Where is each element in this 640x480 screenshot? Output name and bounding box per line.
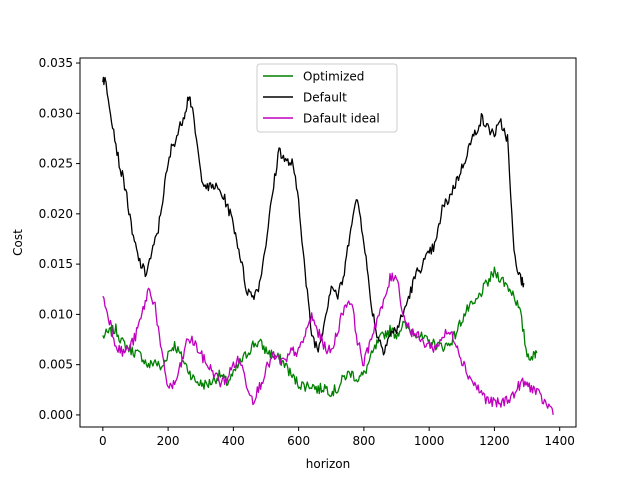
y-tick-label: 0.030 [39,106,73,120]
legend-label-optimized: Optimized [303,70,364,84]
x-tick-label: 200 [157,434,180,448]
y-tick-label: 0.010 [39,307,73,321]
series-line-dafault-ideal [102,272,554,416]
x-tick-label: 800 [352,434,375,448]
legend-label-default: Default [303,91,347,105]
y-tick-label: 0.005 [39,358,73,372]
y-tick-label: 0.035 [39,56,73,70]
legend-box [256,63,398,133]
x-axis: 0 200 400 600 800 1000 1200 1400 [99,427,575,448]
x-tick-label: 1400 [544,434,575,448]
legend-label-default-ideal: Dafault ideal [303,112,380,126]
y-tick-label: 0.025 [39,157,73,171]
plot-frame [79,57,577,428]
y-tick-label: 0.015 [39,257,73,271]
x-tick-label: 1200 [479,434,510,448]
x-tick-label: 600 [287,434,310,448]
y-tick-label: 0.000 [39,408,73,422]
x-tick-label: 1000 [414,434,445,448]
series-line-optimized [102,266,538,398]
series-layer [102,76,554,416]
x-tick-label: 400 [222,434,245,448]
x-axis-title: horizon [306,457,350,471]
legend: Optimized Default Dafault ideal [256,63,398,133]
y-tick-label: 0.020 [39,207,73,221]
series-line-default [102,76,525,356]
y-axis-title: Cost [11,229,25,256]
y-axis: 0.000 0.005 0.010 0.015 0.020 0.025 0.030 0.035 [39,56,80,422]
x-tick-label: 0 [99,434,107,448]
